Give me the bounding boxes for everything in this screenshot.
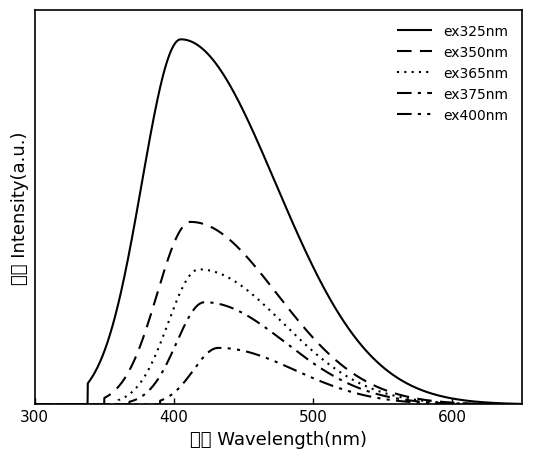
ex375nm [201, 300, 208, 305]
ex400nm [415, 400, 422, 405]
Line: ex365nm: ex365nm [35, 270, 522, 404]
ex325nm [177, 38, 184, 43]
Legend: ex325nm, ex350nm, ex365nm, ex375nm, ex400nm: ex325nm, ex350nm, ex365nm, ex375nm, ex40… [390, 18, 515, 129]
ex350nm [505, 402, 511, 407]
ex365nm [505, 402, 511, 407]
ex365nm [505, 402, 511, 407]
ex350nm [188, 220, 194, 225]
ex365nm [256, 297, 262, 303]
ex375nm [505, 402, 511, 407]
ex365nm [31, 402, 38, 407]
Line: ex375nm: ex375nm [35, 302, 522, 404]
ex350nm [256, 269, 262, 274]
Y-axis label: 强度 Intensity(a.u.): 强度 Intensity(a.u.) [11, 131, 29, 285]
Line: ex325nm: ex325nm [35, 40, 522, 404]
ex400nm [256, 353, 262, 358]
ex375nm [31, 402, 38, 407]
ex325nm [505, 401, 511, 406]
ex325nm [519, 401, 525, 407]
ex325nm [31, 402, 38, 407]
ex365nm [56, 402, 63, 407]
ex325nm [256, 142, 262, 148]
ex375nm [415, 399, 422, 404]
ex365nm [196, 267, 202, 273]
ex400nm [269, 358, 275, 363]
ex375nm [519, 402, 525, 407]
ex350nm [415, 396, 422, 402]
ex375nm [505, 402, 511, 407]
X-axis label: 波长 Wavelength(nm): 波长 Wavelength(nm) [190, 430, 367, 448]
Line: ex350nm: ex350nm [35, 223, 522, 404]
ex350nm [505, 402, 511, 407]
ex350nm [519, 402, 525, 407]
ex325nm [56, 402, 63, 407]
ex365nm [415, 397, 422, 403]
ex325nm [269, 172, 275, 178]
ex400nm [31, 402, 38, 407]
ex400nm [519, 402, 525, 407]
ex325nm [505, 401, 511, 406]
ex365nm [519, 402, 525, 407]
ex400nm [505, 402, 511, 407]
Line: ex400nm: ex400nm [35, 348, 522, 404]
ex400nm [215, 345, 222, 351]
ex350nm [56, 402, 63, 407]
ex400nm [56, 402, 63, 407]
ex375nm [256, 320, 262, 326]
ex350nm [31, 402, 38, 407]
ex350nm [269, 285, 275, 291]
ex400nm [505, 402, 511, 407]
ex365nm [269, 310, 275, 315]
ex375nm [56, 402, 63, 407]
ex375nm [269, 330, 275, 335]
ex325nm [415, 386, 422, 392]
